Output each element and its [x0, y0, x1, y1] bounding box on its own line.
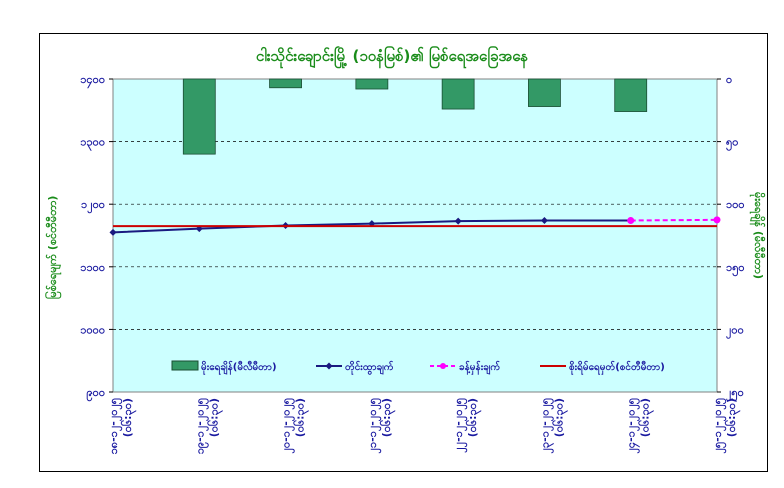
- x-tick-label: ၁၈-၁၂-၂၀၂၅(၀၆:၃၀): [107, 397, 137, 454]
- y-right-axis-title: မိုးရေချိန် (မီလီမီတာ): [749, 192, 766, 279]
- x-tick-label: ၂၀-၁၂-၂၀၂၅(၀၆:၃၀): [280, 397, 310, 453]
- rainfall-bar: [182, 78, 216, 155]
- y-left-tick-label: ၁၀၀၀: [80, 323, 105, 336]
- y-left-tick-label: ၁၄၀၀: [80, 73, 105, 89]
- series-line: [630, 218, 718, 222]
- line-point: [454, 217, 462, 225]
- rainfall-bar: [528, 78, 561, 107]
- rainfall-bar: [355, 78, 389, 90]
- line-point: [109, 228, 117, 236]
- y-left-tick-label: ၁၁၀၀: [80, 261, 105, 274]
- legend-marker: [325, 362, 333, 370]
- y-left-tick-label: ၁၃၀၀: [80, 136, 105, 152]
- y-right-tick-label: ၀: [726, 73, 732, 86]
- legend-label: မိုးရေချိန်(မီလီမီတာ): [201, 360, 277, 376]
- y-right-tick-label: ၁၀၀: [726, 198, 745, 211]
- chart-title: ငါးသိုင်းချောင်းမြို့ (၁၀နံမြစ်)၏ မြစ်ရေ…: [255, 47, 529, 65]
- x-tick-label: ၂၄-၁၂-၂၀၂၅(၀၆:၃၀): [625, 397, 655, 453]
- legend-label: စိုးရိမ်ရေမှတ်(စင်တီမီတာ): [569, 360, 665, 376]
- line-point: [627, 216, 635, 224]
- legend-swatch: [171, 360, 199, 371]
- legend-marker: [440, 363, 446, 369]
- x-tick-label: ၁၉-၁၂-၂၀၂၅(၀၆:၃၀): [193, 397, 223, 454]
- y-right-tick-label: ၂၅၀: [726, 386, 744, 402]
- x-tick-label: ၂၁-၁၂-၂၀၂၅(၀၆:၃၀): [366, 397, 396, 453]
- rainfall-bar: [441, 78, 475, 110]
- y-right-tick-label: ၁၅၀: [726, 261, 745, 277]
- legend-label: တိုင်းထွာချက်: [345, 360, 394, 376]
- x-tick-label: ၂၂-၁၂-၂၀၂၅(၀၆:၃၀): [452, 397, 482, 453]
- legend-label: ခန့်မှန်းချက်: [459, 360, 500, 376]
- x-tick-label: ၂၃-၁၂-၂၀၂၅(၀၆:၃၀): [538, 397, 568, 453]
- line-point: [540, 216, 548, 224]
- y-left-tick-label: ၁၂၀၀: [81, 198, 105, 214]
- line-point: [713, 216, 721, 224]
- x-tick-label: ၂၅-၁၂-၂၀၂၅(၀၆:၃၀): [711, 397, 741, 453]
- rainfall-bar: [614, 78, 648, 112]
- rainfall-bar: [269, 78, 302, 89]
- y-right-tick-label: ၅၀: [726, 136, 738, 152]
- y-left-axis-title: မြစ်ရေမျက် (စင်တီမီတာ): [44, 196, 62, 300]
- y-right-tick-label: ၂၀၀: [726, 323, 744, 339]
- y-left-tick-label: ၉၀၀: [86, 386, 105, 402]
